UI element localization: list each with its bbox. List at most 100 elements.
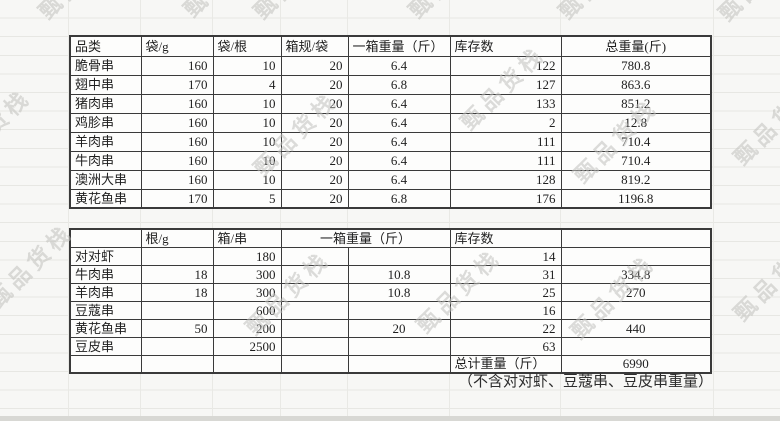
- table-cell[interactable]: 160: [140, 150, 214, 171]
- table-cell[interactable]: [69, 354, 142, 374]
- table-cell[interactable]: 2: [449, 112, 562, 133]
- table-cell[interactable]: 2500: [212, 336, 282, 356]
- table-cell[interactable]: [140, 336, 214, 356]
- table-cell[interactable]: 170: [140, 74, 214, 95]
- table-cell[interactable]: [347, 336, 451, 356]
- table-cell[interactable]: 10: [212, 55, 282, 76]
- table-cell[interactable]: 对对虾: [69, 246, 142, 266]
- table-cell[interactable]: 300: [212, 282, 282, 302]
- table-cell[interactable]: 6.4: [347, 55, 451, 76]
- table-cell[interactable]: 22: [449, 318, 562, 338]
- table-cell[interactable]: [280, 282, 349, 302]
- table-cell[interactable]: 710.4: [560, 150, 712, 171]
- table-cell[interactable]: 12.8: [560, 112, 712, 133]
- table-cell[interactable]: 1196.8: [560, 188, 712, 209]
- table-cell[interactable]: [280, 246, 349, 266]
- table-cell[interactable]: 6990: [560, 354, 712, 374]
- table-cell[interactable]: 270: [560, 282, 712, 302]
- header-cell-empty-right[interactable]: [560, 228, 712, 248]
- header-cell-stock[interactable]: 库存数: [449, 35, 562, 57]
- table-cell[interactable]: 10.8: [347, 282, 451, 302]
- table-cell[interactable]: [140, 300, 214, 320]
- header-cell-bag-grams[interactable]: 袋/g: [140, 35, 214, 57]
- table-cell[interactable]: 20: [280, 93, 349, 114]
- table-cell[interactable]: 澳洲大串: [69, 169, 142, 190]
- table-cell[interactable]: 20: [280, 131, 349, 152]
- header-cell-empty[interactable]: [69, 228, 142, 248]
- header-cell-box-weight[interactable]: 一箱重量（斤）: [280, 228, 451, 248]
- table-cell[interactable]: 6.8: [347, 188, 451, 209]
- table-cell[interactable]: 羊肉串: [69, 282, 142, 302]
- table-cell[interactable]: 127: [449, 74, 562, 95]
- table-cell[interactable]: 31: [449, 264, 562, 284]
- header-cell-category[interactable]: 品类: [69, 35, 142, 57]
- table-cell[interactable]: 6.4: [347, 93, 451, 114]
- table-cell[interactable]: [347, 246, 451, 266]
- header-cell-box-weight[interactable]: 一箱重量（斤）: [347, 35, 451, 57]
- table-cell[interactable]: 10: [212, 150, 282, 171]
- table-cell[interactable]: 6.4: [347, 169, 451, 190]
- table-cell[interactable]: 脆骨串: [69, 55, 142, 76]
- header-cell-bag-sticks[interactable]: 袋/根: [212, 35, 282, 57]
- table-cell[interactable]: 5: [212, 188, 282, 209]
- table-cell[interactable]: 111: [449, 131, 562, 152]
- table-cell[interactable]: 334.8: [560, 264, 712, 284]
- table-cell[interactable]: 豆蔻串: [69, 300, 142, 320]
- table-cell[interactable]: 170: [140, 188, 214, 209]
- table-cell[interactable]: [212, 354, 282, 374]
- table-cell[interactable]: 160: [140, 169, 214, 190]
- table-cell[interactable]: 863.6: [560, 74, 712, 95]
- table-cell[interactable]: 160: [140, 131, 214, 152]
- table-cell[interactable]: [560, 300, 712, 320]
- table-cell[interactable]: 10.8: [347, 264, 451, 284]
- table-cell[interactable]: 牛肉串: [69, 150, 142, 171]
- table-cell[interactable]: [347, 354, 451, 374]
- table-cell[interactable]: 18: [140, 264, 214, 284]
- table-cell[interactable]: 819.2: [560, 169, 712, 190]
- table-cell[interactable]: 黄花鱼串: [69, 318, 142, 338]
- table-cell[interactable]: 10: [212, 93, 282, 114]
- table-cell[interactable]: 63: [449, 336, 562, 356]
- table-cell[interactable]: 160: [140, 112, 214, 133]
- table-cell[interactable]: 133: [449, 93, 562, 114]
- table-cell[interactable]: 128: [449, 169, 562, 190]
- table-cell[interactable]: 10: [212, 112, 282, 133]
- table-cell[interactable]: [140, 354, 214, 374]
- table-cell[interactable]: 黄花鱼串: [69, 188, 142, 209]
- table-cell[interactable]: 总计重量（斤）: [449, 354, 562, 374]
- header-cell-total-weight[interactable]: 总重量(斤): [560, 35, 712, 57]
- table-cell[interactable]: 122: [449, 55, 562, 76]
- table-cell[interactable]: [140, 246, 214, 266]
- table-cell[interactable]: 6.4: [347, 131, 451, 152]
- table-cell[interactable]: [347, 300, 451, 320]
- table-cell[interactable]: 18: [140, 282, 214, 302]
- table-cell[interactable]: 14: [449, 246, 562, 266]
- table-cell[interactable]: 851.2: [560, 93, 712, 114]
- table-cell[interactable]: [280, 354, 349, 374]
- table-cell[interactable]: 20: [280, 188, 349, 209]
- table-cell[interactable]: 180: [212, 246, 282, 266]
- table-cell[interactable]: 111: [449, 150, 562, 171]
- table-cell[interactable]: 16: [449, 300, 562, 320]
- table-cell[interactable]: 25: [449, 282, 562, 302]
- table-cell[interactable]: 160: [140, 55, 214, 76]
- table-cell[interactable]: 160: [140, 93, 214, 114]
- table-cell[interactable]: 440: [560, 318, 712, 338]
- table-cell[interactable]: 200: [212, 318, 282, 338]
- table-cell[interactable]: 20: [280, 169, 349, 190]
- table-cell[interactable]: 10: [212, 131, 282, 152]
- table-cell[interactable]: 710.4: [560, 131, 712, 152]
- table-cell[interactable]: 豆皮串: [69, 336, 142, 356]
- table-cell[interactable]: 20: [347, 318, 451, 338]
- table-cell[interactable]: 4: [212, 74, 282, 95]
- table-cell[interactable]: [560, 336, 712, 356]
- table-cell[interactable]: 176: [449, 188, 562, 209]
- table-cell[interactable]: 鸡胗串: [69, 112, 142, 133]
- table-cell[interactable]: 6.4: [347, 150, 451, 171]
- table-cell[interactable]: 20: [280, 74, 349, 95]
- header-cell-stick-grams[interactable]: 根/g: [140, 228, 214, 248]
- table-cell[interactable]: [280, 300, 349, 320]
- table-cell[interactable]: [280, 318, 349, 338]
- table-cell[interactable]: 猪肉串: [69, 93, 142, 114]
- table-cell[interactable]: 牛肉串: [69, 264, 142, 284]
